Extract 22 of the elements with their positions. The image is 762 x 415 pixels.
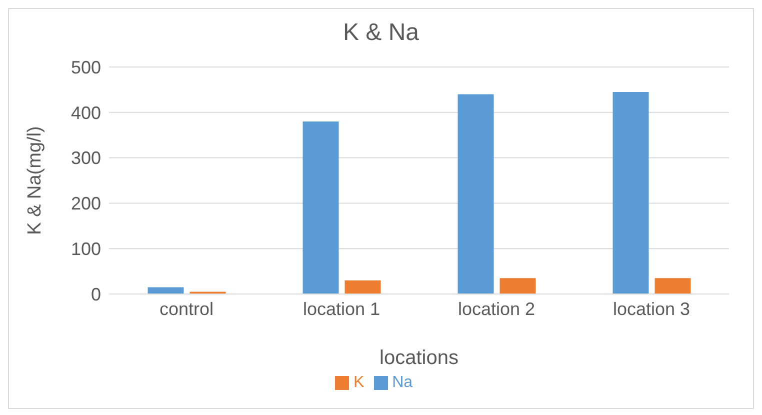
chart-title: K & Na [342,19,420,47]
x-tick-label: control [159,298,214,319]
legend-label: K [353,374,364,391]
y-tick-label: 500 [70,57,101,78]
legend-label: Na [392,374,413,391]
y-tick-label: 300 [70,148,101,168]
x-tick-label: location 2 [458,298,536,319]
x-axis-title: locations [380,347,458,369]
bar [500,278,536,294]
y-axis-title: K & Na(mg/l) [24,126,46,235]
y-tick-label: 0 [90,284,101,304]
y-tick-label: 200 [70,194,101,214]
bar [344,280,381,294]
bar [302,121,339,294]
bar [458,94,494,294]
bar [612,92,649,294]
x-tick-label: location 3 [612,298,690,319]
x-tick-label: location 1 [302,298,380,319]
y-tick-label: 400 [70,102,101,123]
bar [148,287,184,294]
y-tick-label: 100 [70,238,101,259]
bar [654,278,691,294]
